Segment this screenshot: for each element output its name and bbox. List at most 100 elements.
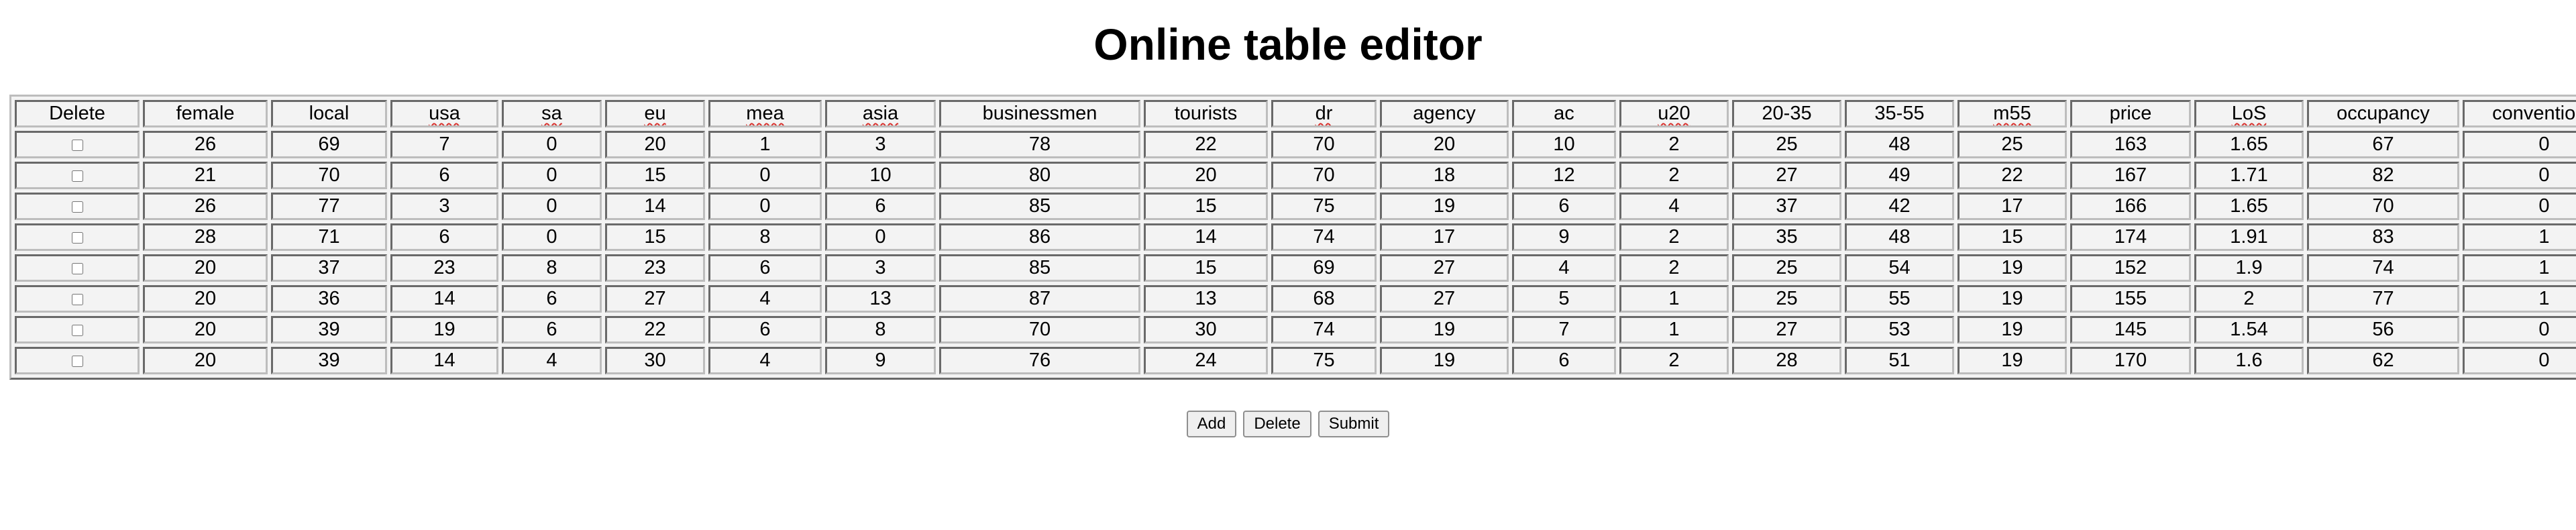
delete-button[interactable]: Delete — [1243, 411, 1311, 437]
cell-businessmen[interactable]: 76 — [939, 347, 1140, 374]
cell-price[interactable]: 152 — [2070, 254, 2191, 282]
cell-occupancy[interactable]: 82 — [2307, 162, 2459, 189]
row-delete-checkbox[interactable] — [71, 231, 83, 244]
cell-female[interactable]: 20 — [143, 316, 268, 343]
cell-a20_35[interactable]: 25 — [1732, 254, 1841, 282]
cell-ac[interactable]: 5 — [1512, 285, 1616, 313]
cell-los[interactable]: 1.54 — [2194, 316, 2304, 343]
cell-u20[interactable]: 2 — [1619, 254, 1729, 282]
row-delete-checkbox[interactable] — [71, 324, 83, 336]
cell-agency[interactable]: 19 — [1380, 347, 1509, 374]
cell-tourists[interactable]: 22 — [1144, 131, 1268, 158]
cell-usa[interactable]: 14 — [390, 285, 498, 313]
cell-dr[interactable]: 69 — [1271, 254, 1377, 282]
cell-sa[interactable]: 0 — [502, 223, 602, 251]
cell-businessmen[interactable]: 70 — [939, 316, 1140, 343]
cell-agency[interactable]: 19 — [1380, 193, 1509, 220]
cell-eu[interactable]: 22 — [605, 316, 705, 343]
cell-conventions[interactable]: 1 — [2463, 254, 2576, 282]
cell-agency[interactable]: 19 — [1380, 316, 1509, 343]
cell-m55[interactable]: 22 — [1957, 162, 2067, 189]
cell-sa[interactable]: 0 — [502, 131, 602, 158]
cell-a35_55[interactable]: 54 — [1845, 254, 1954, 282]
cell-businessmen[interactable]: 86 — [939, 223, 1140, 251]
cell-conventions[interactable]: 0 — [2463, 162, 2576, 189]
cell-price[interactable]: 174 — [2070, 223, 2191, 251]
cell-dr[interactable]: 70 — [1271, 162, 1377, 189]
cell-ac[interactable]: 6 — [1512, 193, 1616, 220]
cell-price[interactable]: 167 — [2070, 162, 2191, 189]
cell-businessmen[interactable]: 80 — [939, 162, 1140, 189]
cell-a20_35[interactable]: 35 — [1732, 223, 1841, 251]
cell-sa[interactable]: 4 — [502, 347, 602, 374]
cell-ac[interactable]: 10 — [1512, 131, 1616, 158]
cell-m55[interactable]: 19 — [1957, 285, 2067, 313]
cell-local[interactable]: 37 — [271, 254, 387, 282]
cell-sa[interactable]: 0 — [502, 162, 602, 189]
cell-u20[interactable]: 1 — [1619, 316, 1729, 343]
cell-local[interactable]: 36 — [271, 285, 387, 313]
cell-dr[interactable]: 70 — [1271, 131, 1377, 158]
cell-agency[interactable]: 18 — [1380, 162, 1509, 189]
cell-usa[interactable]: 19 — [390, 316, 498, 343]
cell-ac[interactable]: 6 — [1512, 347, 1616, 374]
cell-dr[interactable]: 74 — [1271, 223, 1377, 251]
cell-usa[interactable]: 7 — [390, 131, 498, 158]
cell-tourists[interactable]: 13 — [1144, 285, 1268, 313]
cell-eu[interactable]: 23 — [605, 254, 705, 282]
cell-ac[interactable]: 12 — [1512, 162, 1616, 189]
cell-mea[interactable]: 4 — [708, 347, 822, 374]
cell-price[interactable]: 170 — [2070, 347, 2191, 374]
cell-los[interactable]: 1.6 — [2194, 347, 2304, 374]
cell-mea[interactable]: 4 — [708, 285, 822, 313]
cell-los[interactable]: 1.71 — [2194, 162, 2304, 189]
cell-mea[interactable]: 6 — [708, 316, 822, 343]
cell-eu[interactable]: 20 — [605, 131, 705, 158]
cell-occupancy[interactable]: 67 — [2307, 131, 2459, 158]
cell-a35_55[interactable]: 42 — [1845, 193, 1954, 220]
cell-sa[interactable]: 8 — [502, 254, 602, 282]
cell-usa[interactable]: 3 — [390, 193, 498, 220]
cell-businessmen[interactable]: 85 — [939, 254, 1140, 282]
cell-agency[interactable]: 27 — [1380, 254, 1509, 282]
cell-businessmen[interactable]: 87 — [939, 285, 1140, 313]
cell-los[interactable]: 2 — [2194, 285, 2304, 313]
cell-price[interactable]: 163 — [2070, 131, 2191, 158]
cell-local[interactable]: 39 — [271, 316, 387, 343]
cell-ac[interactable]: 4 — [1512, 254, 1616, 282]
cell-eu[interactable]: 15 — [605, 223, 705, 251]
row-delete-checkbox[interactable] — [71, 170, 83, 182]
cell-mea[interactable]: 6 — [708, 254, 822, 282]
cell-price[interactable]: 166 — [2070, 193, 2191, 220]
cell-los[interactable]: 1.9 — [2194, 254, 2304, 282]
cell-asia[interactable]: 3 — [825, 131, 936, 158]
cell-mea[interactable]: 1 — [708, 131, 822, 158]
cell-dr[interactable]: 75 — [1271, 193, 1377, 220]
cell-conventions[interactable]: 0 — [2463, 131, 2576, 158]
cell-female[interactable]: 28 — [143, 223, 268, 251]
cell-usa[interactable]: 6 — [390, 162, 498, 189]
cell-female[interactable]: 26 — [143, 193, 268, 220]
cell-a35_55[interactable]: 53 — [1845, 316, 1954, 343]
cell-u20[interactable]: 2 — [1619, 223, 1729, 251]
cell-agency[interactable]: 27 — [1380, 285, 1509, 313]
cell-businessmen[interactable]: 78 — [939, 131, 1140, 158]
cell-occupancy[interactable]: 83 — [2307, 223, 2459, 251]
cell-m55[interactable]: 25 — [1957, 131, 2067, 158]
cell-a20_35[interactable]: 25 — [1732, 131, 1841, 158]
cell-eu[interactable]: 30 — [605, 347, 705, 374]
cell-sa[interactable]: 6 — [502, 285, 602, 313]
cell-sa[interactable]: 0 — [502, 193, 602, 220]
cell-eu[interactable]: 15 — [605, 162, 705, 189]
cell-local[interactable]: 70 — [271, 162, 387, 189]
cell-tourists[interactable]: 24 — [1144, 347, 1268, 374]
cell-los[interactable]: 1.65 — [2194, 193, 2304, 220]
cell-conventions[interactable]: 0 — [2463, 193, 2576, 220]
cell-occupancy[interactable]: 74 — [2307, 254, 2459, 282]
cell-occupancy[interactable]: 77 — [2307, 285, 2459, 313]
cell-a35_55[interactable]: 55 — [1845, 285, 1954, 313]
cell-asia[interactable]: 10 — [825, 162, 936, 189]
cell-usa[interactable]: 6 — [390, 223, 498, 251]
cell-u20[interactable]: 1 — [1619, 285, 1729, 313]
cell-a20_35[interactable]: 27 — [1732, 162, 1841, 189]
